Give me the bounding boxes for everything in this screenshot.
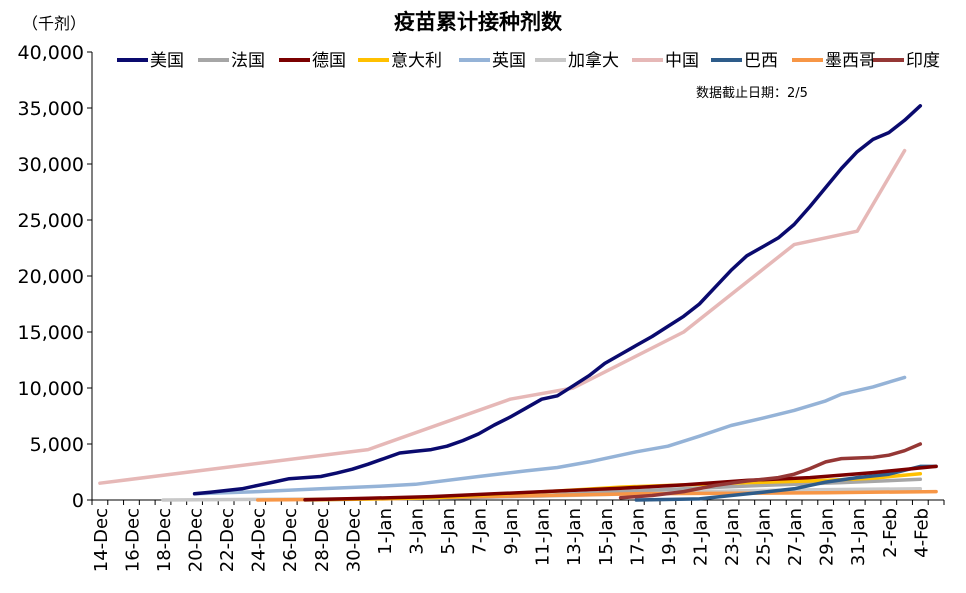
y-tick-label: 35,000 [18, 98, 84, 120]
unit-label: （千剂） [22, 14, 86, 33]
legend-label: 英国 [492, 51, 526, 71]
legend-label: 德国 [312, 51, 346, 71]
y-tick-label: 25,000 [18, 210, 84, 232]
x-tick-label: 13-Jan [564, 508, 585, 566]
x-tick-label: 19-Jan [659, 508, 680, 566]
legend-label: 加拿大 [568, 50, 619, 71]
legend-label: 意大利 [391, 51, 442, 71]
y-tick-label: 20,000 [18, 266, 84, 288]
y-tick-label: 5,000 [30, 434, 84, 456]
x-tick-label: 21-Jan [690, 508, 711, 566]
x-tick-label: 11-Jan [533, 508, 554, 566]
x-tick-label: 26-Dec [280, 508, 301, 572]
x-tick-label: 5-Jan [438, 508, 459, 555]
series-line-6 [98, 148, 907, 485]
y-tick-label: 15,000 [18, 322, 84, 344]
x-tick-label: 2-Feb [880, 508, 901, 558]
x-tick-label: 31-Jan [848, 508, 869, 566]
legend-label: 墨西哥 [825, 51, 876, 71]
series-line-0 [192, 104, 923, 496]
x-tick-label: 3-Jan [406, 508, 427, 555]
legend-label: 美国 [150, 51, 184, 71]
x-tick-label: 27-Jan [785, 508, 806, 566]
y-tick-label: 30,000 [18, 154, 84, 176]
x-tick-label: 17-Jan [627, 508, 648, 566]
x-tick-label: 7-Jan [470, 508, 491, 555]
legend-label: 中国 [665, 51, 699, 71]
x-tick-label: 25-Jan [754, 508, 775, 566]
series-layer [98, 104, 938, 502]
series-line-2 [303, 464, 938, 502]
data-cutoff-annotation: 数据截止日期：2/5 [696, 86, 808, 101]
legend: 美国 法国 德国 意大利 英国 加拿大 中国 巴西 墨西哥 印度 [117, 50, 940, 71]
legend-label: 巴西 [744, 51, 778, 71]
x-tick-label: 22-Dec [217, 508, 238, 572]
x-tick-label: 24-Dec [249, 508, 270, 572]
series-line-4 [192, 375, 907, 496]
x-tick-label: 16-Dec [122, 508, 143, 572]
x-tick-label: 4-Feb [911, 508, 932, 558]
legend-label: 印度 [906, 51, 940, 71]
x-tick-label: 18-Dec [154, 508, 175, 572]
chart-title: 疫苗累计接种剂数 [394, 10, 563, 34]
x-tick-label: 1-Jan [375, 508, 396, 555]
x-tick-label: 9-Jan [501, 508, 522, 555]
x-tick-label: 23-Jan [722, 508, 743, 566]
y-tick-label: 0 [72, 490, 84, 512]
x-tick-label: 15-Jan [596, 508, 617, 566]
x-tick-label: 14-Dec [91, 508, 112, 572]
y-tick-label: 10,000 [18, 378, 84, 400]
series-line-9 [618, 442, 923, 500]
x-tick-label: 20-Dec [186, 508, 207, 572]
x-tick-label: 30-Dec [343, 508, 364, 572]
x-tick-label: 28-Dec [312, 508, 333, 572]
legend-label: 法国 [231, 51, 265, 71]
x-tick-label: 29-Jan [817, 508, 838, 566]
y-tick-label: 40,000 [18, 42, 84, 64]
axes: 0 5,000 10,000 15,000 20,000 25,000 30,000 35,0… [18, 42, 945, 572]
